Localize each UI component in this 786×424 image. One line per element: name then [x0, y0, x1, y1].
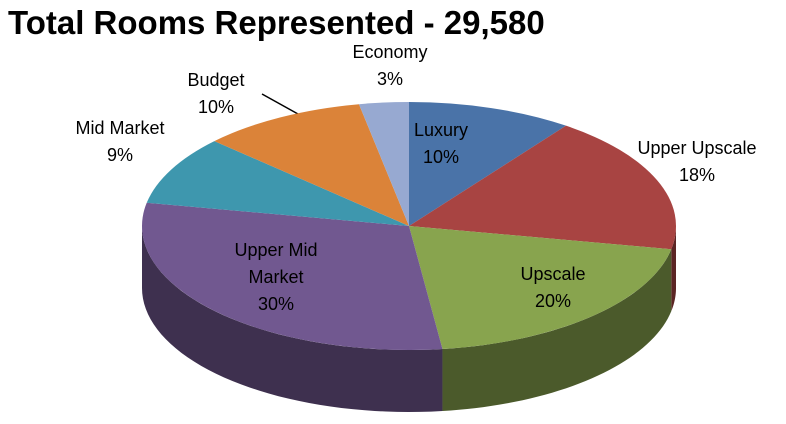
slice-value-label: 30%	[258, 294, 294, 314]
slice-label: Budget	[187, 70, 244, 90]
slice-side	[671, 226, 676, 312]
slice-value-label: 9%	[107, 145, 133, 165]
slice	[409, 102, 566, 226]
slice	[141, 202, 443, 350]
slice-side	[142, 226, 443, 412]
slice-label: Luxury	[414, 120, 468, 140]
slice-value-label: 20%	[535, 291, 571, 311]
slice-value-label: 10%	[423, 147, 459, 167]
label-line: Market	[248, 267, 303, 287]
slice-label: Mid Market	[75, 118, 164, 138]
slice	[146, 141, 409, 226]
slice-label: Upscale	[520, 264, 585, 284]
slice-value-label: 18%	[679, 165, 715, 185]
slice-side	[442, 249, 672, 412]
slice	[214, 104, 409, 226]
slice	[358, 102, 409, 226]
slice	[409, 226, 672, 350]
slice-label: Upper Mid Market	[234, 240, 317, 287]
slice-label: Upper Upscale	[637, 138, 756, 158]
label-line: Upper Mid	[234, 240, 317, 260]
slice-value-label: 10%	[198, 97, 234, 117]
leader-line	[261, 93, 299, 115]
slice-label: Economy	[352, 42, 427, 62]
slice-value-label: 3%	[377, 69, 403, 89]
slice	[409, 125, 676, 250]
chart-title: Total Rooms Represented - 29,580	[8, 4, 545, 41]
